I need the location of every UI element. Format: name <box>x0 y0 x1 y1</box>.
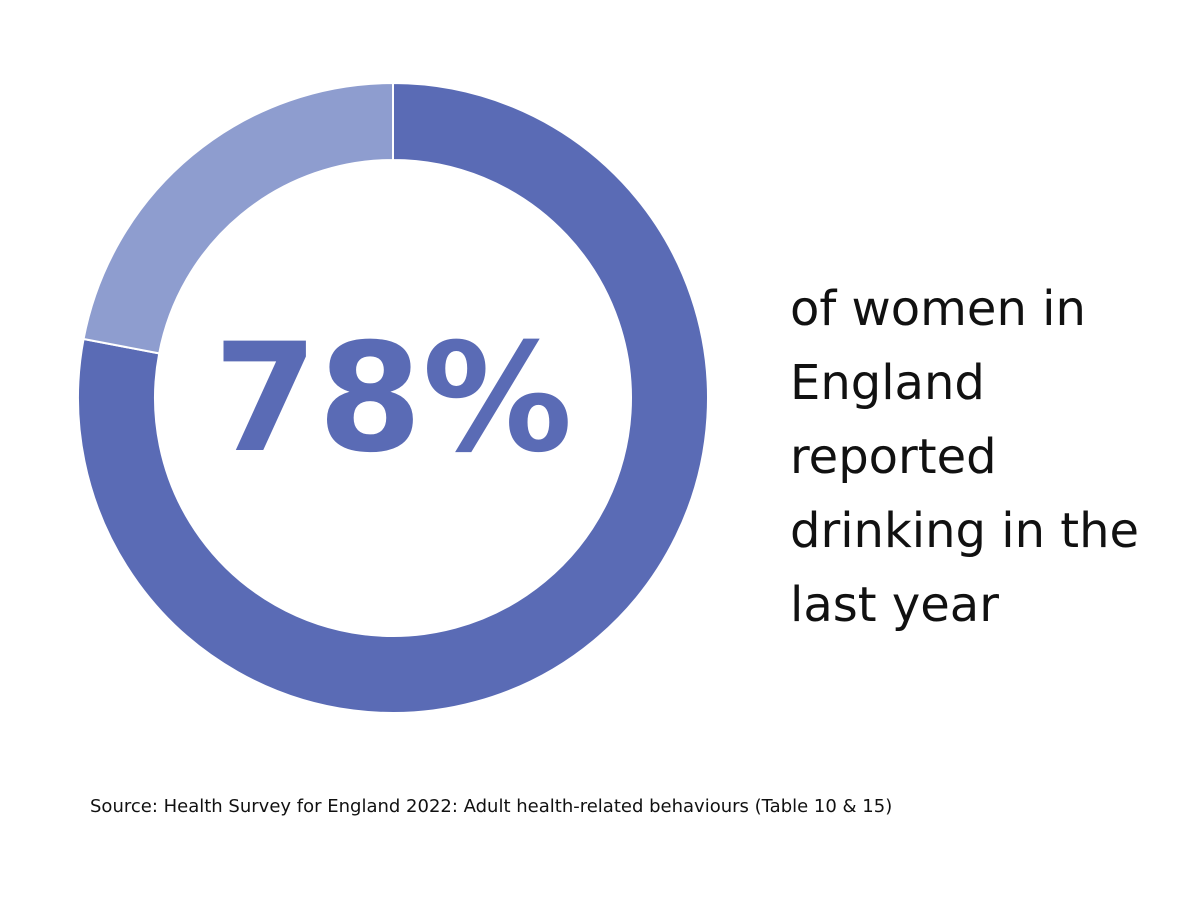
description-line: England <box>790 355 985 411</box>
description-line: of women in <box>790 281 1086 337</box>
description-line: drinking in the <box>790 503 1140 559</box>
center-label: 78% <box>213 312 572 486</box>
description-line: last year <box>790 577 999 633</box>
source-note: Source: Health Survey for England 2022: … <box>90 796 893 817</box>
description: of women in England reported drinking in th… <box>790 272 1190 642</box>
donut-segment <box>77 81 709 714</box>
donut-chart: 78% <box>77 81 709 714</box>
donut-segment <box>82 81 394 355</box>
description-line: reported <box>790 429 997 485</box>
